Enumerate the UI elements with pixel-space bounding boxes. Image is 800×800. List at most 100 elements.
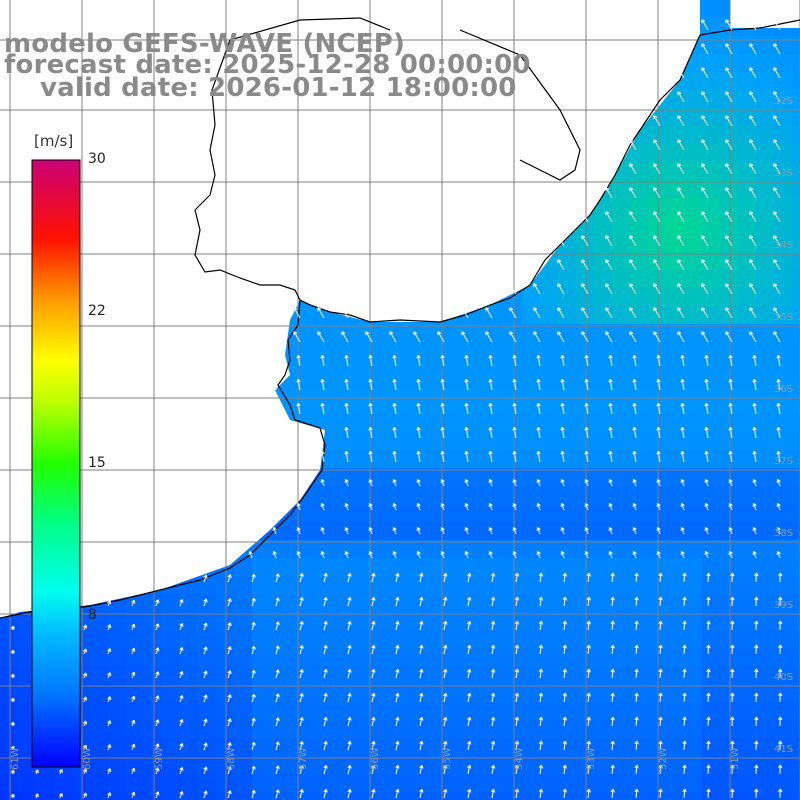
wind-speed-cell	[414, 360, 432, 378]
wind-speed-cell	[684, 702, 702, 720]
wind-arrow	[347, 740, 352, 751]
wind-speed-cell	[180, 774, 198, 792]
wind-speed-cell	[630, 522, 648, 540]
wind-speed-cell	[648, 216, 666, 234]
wind-speed-cell	[576, 504, 594, 522]
wind-speed-cell	[666, 306, 684, 324]
wind-arrow	[514, 692, 520, 703]
wind-arrow	[488, 526, 493, 535]
wind-arrow	[704, 354, 709, 367]
wind-speed-cell	[702, 684, 720, 702]
wind-arrow	[728, 478, 733, 487]
wind-arrow	[725, 211, 733, 223]
wind-speed-cell	[342, 576, 360, 594]
wind-arrow	[629, 235, 637, 247]
wind-speed-cell	[738, 558, 756, 576]
wind-arrow	[634, 716, 639, 727]
wind-speed-cell	[180, 756, 198, 774]
wind-arrow	[395, 716, 400, 727]
wind-speed-cell	[342, 702, 360, 720]
wind-speed-cell	[558, 252, 576, 270]
wind-arrow	[586, 572, 592, 583]
wind-arrow	[514, 740, 520, 751]
wind-speed-cell	[594, 774, 612, 792]
wind-speed-cell	[252, 756, 270, 774]
wind-arrow	[562, 644, 568, 655]
wind-arrow	[682, 764, 687, 775]
wind-speed-cell	[54, 774, 72, 792]
wind-speed-cell	[414, 594, 432, 612]
wind-speed-cell	[90, 684, 108, 702]
wind-speed-cell	[558, 738, 576, 756]
wind-arrow	[227, 718, 232, 727]
wind-speed-cell	[666, 648, 684, 666]
wind-arrow	[155, 695, 160, 703]
wind-arrow	[586, 740, 592, 751]
wind-arrow	[275, 621, 280, 631]
wind-speed-cell	[774, 504, 792, 522]
wind-speed-cell	[522, 486, 540, 504]
wind-arrow	[704, 426, 709, 439]
wind-speed-cell	[738, 126, 756, 144]
wind-speed-cell	[180, 648, 198, 666]
wind-speed-cell	[270, 612, 288, 630]
wind-speed-cell	[612, 666, 630, 684]
wind-speed-cell	[504, 558, 522, 576]
wind-arrow	[227, 790, 232, 799]
wind-arrow	[416, 502, 421, 511]
wind-speed-cell	[288, 522, 306, 540]
wind-speed-cell	[702, 504, 720, 522]
wind-speed-cell	[450, 414, 468, 432]
wind-arrow	[10, 649, 15, 655]
wind-arrow	[562, 620, 568, 631]
wind-arrow	[536, 378, 541, 391]
wind-speed-cell	[468, 486, 486, 504]
wind-speed-cell	[774, 702, 792, 720]
wind-speed-cell	[180, 594, 198, 612]
wind-arrow	[251, 573, 256, 583]
wind-speed-cell	[612, 684, 630, 702]
land-topright	[730, 0, 800, 28]
wind-speed-cell	[720, 144, 738, 162]
wind-speed-cell	[720, 270, 738, 288]
wind-arrow	[701, 235, 709, 247]
wind-arrow	[608, 450, 613, 463]
wind-speed-cell	[486, 576, 504, 594]
wind-speed-cell	[504, 684, 522, 702]
wind-speed-cell	[360, 504, 378, 522]
wind-speed-cell	[756, 648, 774, 666]
wind-arrow	[131, 671, 136, 679]
wind-speed-cell	[666, 216, 684, 234]
wind-speed-cell	[738, 216, 756, 234]
wind-arrow	[203, 646, 208, 655]
wind-speed-cell	[342, 540, 360, 558]
wind-arrow	[749, 259, 757, 271]
wind-speed-cell	[774, 648, 792, 666]
wind-arrow	[466, 740, 472, 751]
wind-speed-cell	[450, 396, 468, 414]
wind-speed-cell	[558, 684, 576, 702]
wind-speed-cell	[234, 558, 252, 576]
wind-speed-cell	[792, 36, 800, 54]
wind-speed-cell	[558, 306, 576, 324]
wind-speed-cell	[648, 540, 666, 558]
wind-speed-cell	[630, 306, 648, 324]
wind-arrow	[680, 550, 685, 559]
wind-speed-cell	[486, 306, 504, 324]
wind-speed-cell	[432, 468, 450, 486]
wind-speed-cell	[504, 594, 522, 612]
wind-speed-cell	[720, 612, 738, 630]
wind-speed-cell	[630, 756, 648, 774]
wind-speed-cell	[756, 666, 774, 684]
wind-speed-cell	[774, 216, 792, 234]
wind-arrow	[581, 235, 589, 247]
wind-speed-cell	[90, 612, 108, 630]
wind-speed-cell	[540, 594, 558, 612]
wind-speed-cell	[306, 720, 324, 738]
wind-arrow	[581, 331, 589, 343]
wind-arrow	[293, 307, 301, 319]
wind-speed-cell	[702, 630, 720, 648]
wind-speed-cell	[594, 702, 612, 720]
wind-speed-cell	[450, 558, 468, 576]
wind-arrow	[704, 378, 709, 391]
